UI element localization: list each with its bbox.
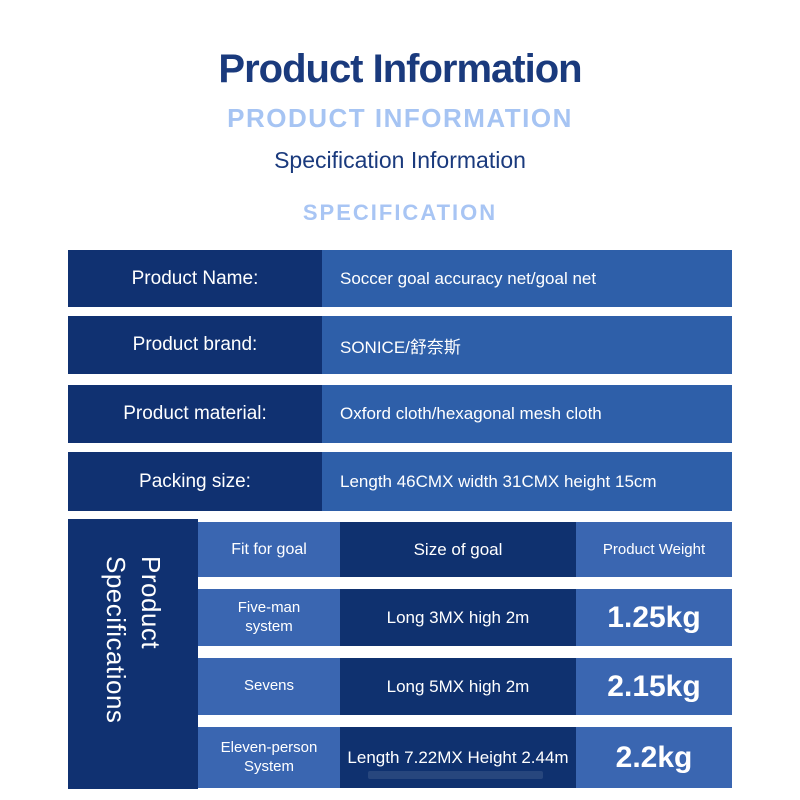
spec-value: SONICE/舒奈斯	[322, 316, 732, 374]
size-cell-text: Length 7.22MX Height 2.44m	[347, 747, 569, 767]
spec-label: Product brand:	[68, 316, 322, 374]
spec-value: Oxford cloth/hexagonal mesh cloth	[322, 385, 732, 443]
column-header-product-weight: Product Weight	[576, 522, 732, 577]
goal-cell: Five-man system	[198, 589, 340, 646]
spec-row-product-name: Product Name: Soccer goal accuracy net/g…	[68, 250, 732, 307]
size-cell: Long 5MX high 2m	[340, 658, 576, 715]
page-title: Product Information	[218, 47, 582, 91]
weight-cell: 2.15kg	[576, 658, 732, 715]
column-header-size-of-goal: Size of goal	[340, 522, 576, 577]
spec-row-product-material: Product material: Oxford cloth/hexagonal…	[68, 385, 732, 443]
specs-row-five-man: Five-man system Long 3MX high 2m 1.25kg	[198, 589, 732, 646]
size-cell: Length 7.22MX Height 2.44m	[340, 727, 576, 788]
column-header-fit-for-goal: Fit for goal	[198, 522, 340, 577]
specs-row-eleven-person: Eleven-person System Length 7.22MX Heigh…	[198, 727, 732, 788]
page-subtitle: PRODUCT INFORMATION	[227, 103, 573, 133]
spec-table: Product Name: Soccer goal accuracy net/g…	[68, 250, 732, 512]
specs-sidebar-title: Product Specifications	[101, 556, 167, 724]
specs-header-row: Fit for goal Size of goal Product Weight	[198, 522, 732, 577]
size-cell: Long 3MX high 2m	[340, 589, 576, 646]
spec-label: Packing size:	[68, 452, 322, 511]
section-subtitle: SPECIFICATION	[302, 200, 498, 225]
specs-sidebar: Product Specifications	[68, 519, 198, 789]
product-specifications-section: Product Specifications Fit for goal Size…	[68, 519, 732, 789]
spec-row-product-brand: Product brand: SONICE/舒奈斯	[68, 316, 732, 374]
weight-cell: 2.2kg	[576, 727, 732, 788]
spec-row-packing-size: Packing size: Length 46CMX width 31CMX h…	[68, 452, 732, 511]
erased-text-artifact	[368, 771, 543, 779]
spec-label: Product material:	[68, 385, 322, 443]
specs-row-sevens: Sevens Long 5MX high 2m 2.15kg	[198, 658, 732, 715]
goal-cell: Eleven-person System	[198, 727, 340, 788]
spec-value: Length 46CMX width 31CMX height 15cm	[322, 452, 732, 511]
goal-cell: Sevens	[198, 658, 340, 715]
spec-value: Soccer goal accuracy net/goal net	[322, 250, 732, 307]
section-title: Specification Information	[274, 147, 526, 173]
spec-label: Product Name:	[68, 250, 322, 307]
weight-cell: 1.25kg	[576, 589, 732, 646]
